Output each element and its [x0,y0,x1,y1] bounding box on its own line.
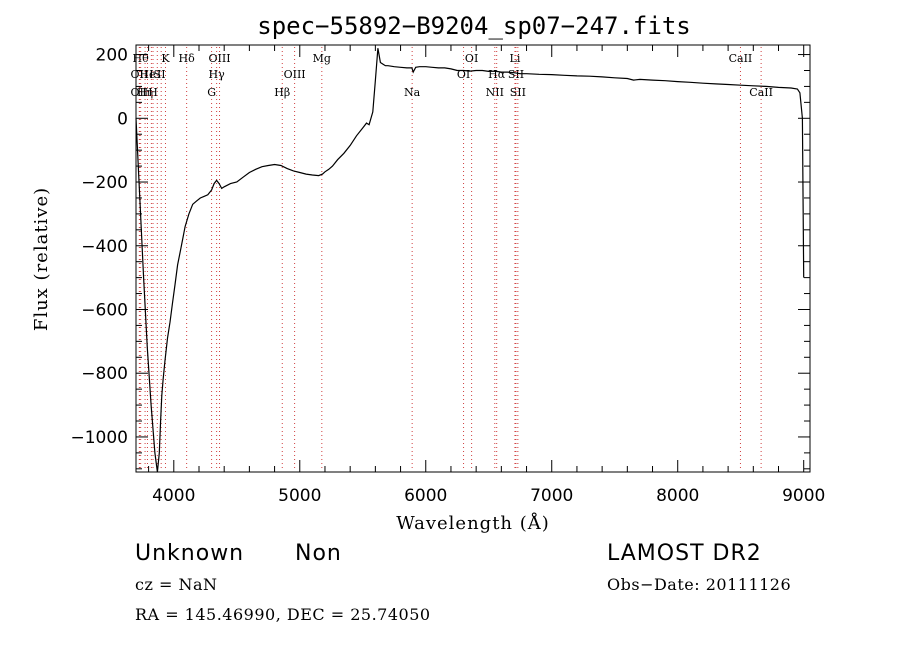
y-tick-label: −400 [81,237,128,257]
sky-coordinates: RA = 145.46990, DEC = 25.74050 [135,605,431,624]
object-subclass: Non [295,541,342,566]
spectral-line-label: OI [465,52,478,65]
axis-ticks-layer: 4000 5000 6000 7000 8000 9000 −1000 −800 −600 −40… [70,45,825,506]
spectral-line-label: Hβ [274,86,290,99]
observation-date: Obs−Date: 20111126 [607,575,791,594]
survey-name: LAMOST DR2 [607,541,762,566]
spectral-line-label: Mg [313,52,331,65]
spectral-line-label: Hη [137,86,153,99]
x-tick-label: 4000 [152,486,195,506]
spectrum-line [135,48,805,473]
chart-title: spec−55892−B9204_sp07−247.fits [257,12,690,40]
y-tick-label: 200 [96,46,128,66]
object-class: Unknown [135,541,244,566]
x-tick-label: 5000 [278,486,321,506]
x-axis-label: Wavelength (Å) [396,512,550,534]
y-tick-label: −200 [81,173,128,193]
redshift-value: cz = NaN [135,575,218,594]
spectral-line-label: Hγ [209,68,226,81]
spectral-line-label: I [149,68,153,81]
x-tick-label: 7000 [530,486,573,506]
x-tick-label: 8000 [656,486,699,506]
spectral-line-label: H [148,86,158,99]
x-tick-label: 9000 [782,486,825,506]
spectral-line-label: Li [510,52,521,65]
y-tick-label: −1000 [70,428,128,448]
y-axis-label: Flux (relative) [31,187,52,331]
spectral-line-label: OII [131,68,149,81]
spectral-line-label: Hα [488,68,506,81]
spectral-line-label: OIII [208,52,230,65]
spectral-line-label: Na [404,86,421,99]
y-tick-label: −800 [81,364,128,384]
spectral-line-label: CaII [729,52,753,65]
spectral-line-label: II [157,68,166,81]
y-tick-label: 0 [117,109,128,129]
spectral-line-label: OII [131,86,149,99]
spectral-line-label: NII [486,86,504,99]
spectral-line-label: Hδ [179,52,196,65]
spectral-line-label: G [207,86,216,99]
spectral-line-label: K [161,52,170,65]
spectral-line-label: SII [510,86,526,99]
spectral-line-label: OIII [284,68,306,81]
spectral-line-label: Hθ [133,52,150,65]
spectral-line-label: SII [508,68,524,81]
spectral-line-label: CaII [749,86,773,99]
spectral-line-label: S [154,68,162,81]
y-tick-label: −600 [81,300,128,320]
plot-frame [135,44,811,473]
x-tick-label: 6000 [404,486,447,506]
